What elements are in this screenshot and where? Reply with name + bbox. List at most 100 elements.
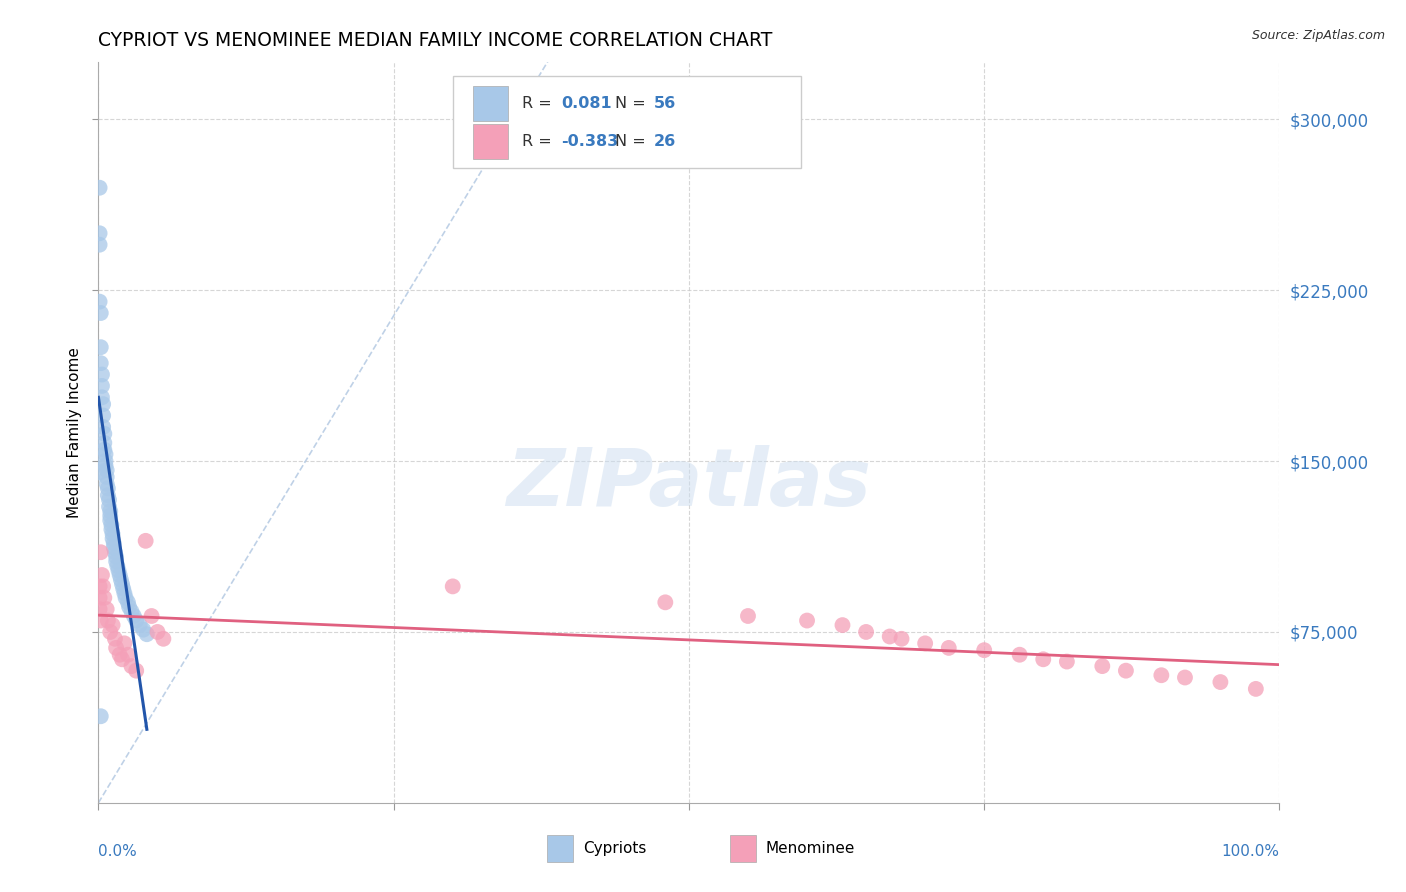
Point <box>98 624 121 639</box>
Point <box>91 579 114 593</box>
Point <box>122 609 145 624</box>
Point <box>117 648 139 662</box>
Point <box>108 568 131 582</box>
Text: Cypriots: Cypriots <box>582 841 645 856</box>
Point <box>98 492 121 507</box>
Bar <box>730 836 756 862</box>
Point <box>89 602 111 616</box>
Point <box>97 482 120 496</box>
Point <box>1032 652 1054 666</box>
Point <box>91 368 114 382</box>
Point <box>1008 648 1031 662</box>
Text: 26: 26 <box>654 134 676 149</box>
Text: N =: N = <box>614 134 651 149</box>
Point <box>101 618 124 632</box>
Text: ZIPatlas: ZIPatlas <box>506 445 872 524</box>
Text: 100.0%: 100.0% <box>1222 844 1279 858</box>
Text: CYPRIOT VS MENOMINEE MEDIAN FAMILY INCOME CORRELATION CHART: CYPRIOT VS MENOMINEE MEDIAN FAMILY INCOM… <box>98 30 773 50</box>
Point <box>98 513 121 527</box>
Point <box>89 579 111 593</box>
Text: N =: N = <box>614 95 651 111</box>
Point <box>441 579 464 593</box>
Point <box>90 709 112 723</box>
Point <box>1174 671 1197 685</box>
Point <box>737 609 759 624</box>
Point <box>107 564 129 578</box>
Point <box>831 618 853 632</box>
Point <box>90 306 112 320</box>
Point <box>89 294 111 309</box>
Point <box>93 442 115 457</box>
Point <box>141 609 163 624</box>
Point <box>101 532 124 546</box>
Text: R =: R = <box>523 134 557 149</box>
Point <box>128 618 150 632</box>
Point <box>90 545 112 559</box>
Point <box>89 591 111 605</box>
Point <box>100 517 122 532</box>
Point <box>112 586 135 600</box>
Point <box>112 636 135 650</box>
Point <box>914 636 936 650</box>
Point <box>111 652 134 666</box>
Point <box>105 549 128 564</box>
Text: R =: R = <box>523 95 557 111</box>
Point <box>91 409 114 423</box>
Text: 0.081: 0.081 <box>561 95 612 111</box>
Point <box>91 420 114 434</box>
Point <box>121 659 143 673</box>
Point <box>93 426 115 441</box>
Point <box>89 180 111 194</box>
Y-axis label: Median Family Income: Median Family Income <box>66 347 82 518</box>
Text: -0.383: -0.383 <box>561 134 619 149</box>
Point <box>654 595 676 609</box>
Point <box>90 614 112 628</box>
Point <box>135 533 157 548</box>
Text: Menominee: Menominee <box>766 841 855 856</box>
Text: 56: 56 <box>654 95 676 111</box>
Point <box>146 624 169 639</box>
Point <box>91 390 114 404</box>
Point <box>879 630 901 644</box>
Point <box>96 463 118 477</box>
Point <box>118 599 141 614</box>
Point <box>132 623 155 637</box>
Point <box>1244 681 1267 696</box>
Point <box>98 504 121 518</box>
Point <box>103 541 125 555</box>
Point <box>1209 675 1232 690</box>
Point <box>796 614 818 628</box>
Point <box>111 577 134 591</box>
Point <box>101 527 124 541</box>
Point <box>108 648 131 662</box>
Point <box>1091 659 1114 673</box>
Point <box>91 568 114 582</box>
Point <box>112 582 135 596</box>
Point <box>96 476 118 491</box>
Point <box>105 558 128 573</box>
Point <box>125 614 148 628</box>
Bar <box>472 86 508 121</box>
Point <box>890 632 912 646</box>
Point <box>105 640 128 655</box>
Point <box>96 602 118 616</box>
Bar <box>547 836 574 862</box>
Point <box>1150 668 1173 682</box>
Point <box>103 536 125 550</box>
Point <box>125 664 148 678</box>
Point <box>93 435 115 450</box>
Point <box>90 356 112 370</box>
Point <box>89 227 111 241</box>
Point <box>121 604 143 618</box>
Point <box>97 614 120 628</box>
Point <box>152 632 174 646</box>
Point <box>94 458 117 473</box>
Point <box>100 523 122 537</box>
Point <box>114 591 136 605</box>
Point <box>97 488 120 502</box>
Point <box>135 627 157 641</box>
Point <box>98 500 121 514</box>
Point <box>938 640 960 655</box>
Point <box>91 379 114 393</box>
Point <box>94 447 117 461</box>
